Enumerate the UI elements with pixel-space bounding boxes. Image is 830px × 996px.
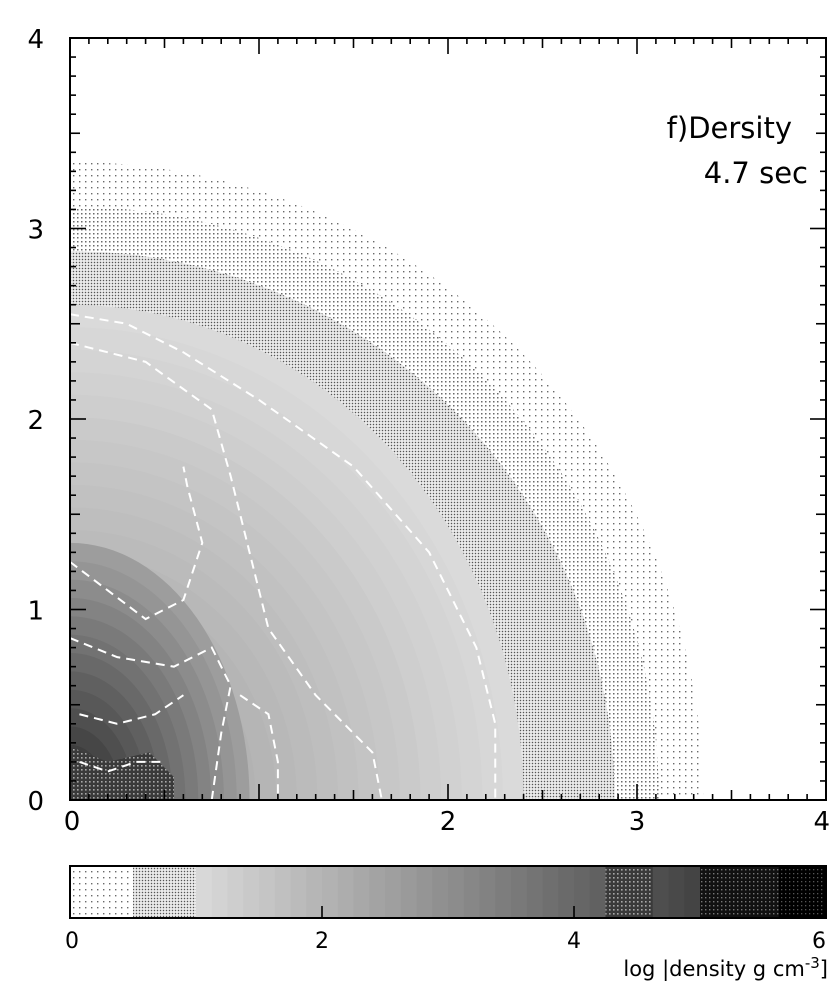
colorbar-segment bbox=[448, 866, 465, 918]
y-tick-label: 1 bbox=[27, 597, 44, 627]
colorbar-segment bbox=[259, 866, 276, 918]
colorbar-segment bbox=[542, 866, 559, 918]
colorbar-segment bbox=[148, 866, 166, 918]
colorbar-segment bbox=[511, 866, 528, 918]
colorbar-segment bbox=[85, 866, 103, 918]
colorbar-segment bbox=[274, 866, 292, 918]
colorbar-segment bbox=[715, 866, 733, 918]
contour-line bbox=[239, 694, 279, 800]
colorbar-segment bbox=[479, 866, 496, 918]
colorbar-segment bbox=[652, 866, 670, 918]
plot-axes: 0 2 3 4 0 1 2 3 4 bbox=[27, 25, 830, 837]
colorbar-segment bbox=[211, 866, 229, 918]
colorbar-segment bbox=[353, 866, 370, 918]
colorbar-segment bbox=[794, 866, 811, 918]
colorbar-segment bbox=[70, 866, 87, 918]
density-field bbox=[70, 161, 704, 800]
x-tick-label: 2 bbox=[440, 807, 457, 837]
density-contours bbox=[70, 313, 497, 800]
colorbar-tick-label: 0 bbox=[65, 929, 79, 954]
colorbar-segment bbox=[164, 866, 181, 918]
colorbar-segment bbox=[416, 866, 433, 918]
x-tick-label: 0 bbox=[64, 807, 81, 837]
y-tick-label: 3 bbox=[27, 216, 44, 246]
colorbar-segment bbox=[621, 866, 638, 918]
colorbar-segment bbox=[306, 866, 323, 918]
colorbar-segment bbox=[101, 866, 118, 918]
colorbar-segment bbox=[495, 866, 512, 918]
colorbar-segment bbox=[574, 866, 591, 918]
colorbar-title: log |density g cm-3] bbox=[623, 954, 828, 982]
colorbar-segment bbox=[463, 866, 481, 918]
x-tick-label: 4 bbox=[813, 807, 830, 837]
colorbar-segment bbox=[778, 866, 796, 918]
colorbar-segment bbox=[196, 866, 213, 918]
colorbar-segment bbox=[684, 866, 701, 918]
colorbar-segment bbox=[731, 866, 748, 918]
colorbar-segment bbox=[117, 866, 134, 918]
colorbar-segment bbox=[400, 866, 418, 918]
x-tick-label: 3 bbox=[629, 807, 646, 837]
colorbar-segment bbox=[385, 866, 402, 918]
colorbar-frame bbox=[69, 865, 827, 919]
y-tick-label: 4 bbox=[27, 25, 44, 55]
colorbar: 0 2 4 6 bbox=[65, 865, 827, 954]
contour-line bbox=[79, 694, 184, 725]
colorbar-segment bbox=[322, 866, 339, 918]
contour-line bbox=[70, 466, 204, 621]
colorbar-tick-label: 6 bbox=[812, 929, 826, 954]
colorbar-segment bbox=[526, 866, 544, 918]
panel-label: f)Dersity bbox=[667, 111, 792, 145]
colorbar-segment bbox=[763, 866, 780, 918]
colorbar-segment bbox=[637, 866, 654, 918]
y-tick-label: 0 bbox=[27, 787, 44, 817]
contour-line bbox=[70, 637, 232, 800]
colorbar-segment bbox=[180, 866, 197, 918]
time-label: 4.7 sec bbox=[704, 156, 808, 190]
colorbar-segment bbox=[747, 866, 764, 918]
y-tick-label: 2 bbox=[27, 406, 44, 436]
colorbar-segment bbox=[589, 866, 607, 918]
colorbar-segment bbox=[810, 866, 827, 918]
colorbar-segment bbox=[605, 866, 622, 918]
core-knot bbox=[70, 746, 174, 800]
colorbar-segment bbox=[133, 866, 150, 918]
colorbar-segment bbox=[558, 866, 575, 918]
contour-line bbox=[70, 341, 383, 800]
colorbar-segment bbox=[337, 866, 355, 918]
colorbar-segment bbox=[243, 866, 260, 918]
colorbar-segment bbox=[290, 866, 307, 918]
colorbar-segment bbox=[668, 866, 685, 918]
colorbar-segment bbox=[227, 866, 244, 918]
colorbar-segment bbox=[432, 866, 449, 918]
colorbar-segment bbox=[369, 866, 386, 918]
colorbar-tick-label: 2 bbox=[315, 929, 329, 954]
contour-line bbox=[70, 313, 497, 800]
colorbar-tick-label: 4 bbox=[567, 929, 581, 954]
colorbar-segment bbox=[700, 866, 717, 918]
